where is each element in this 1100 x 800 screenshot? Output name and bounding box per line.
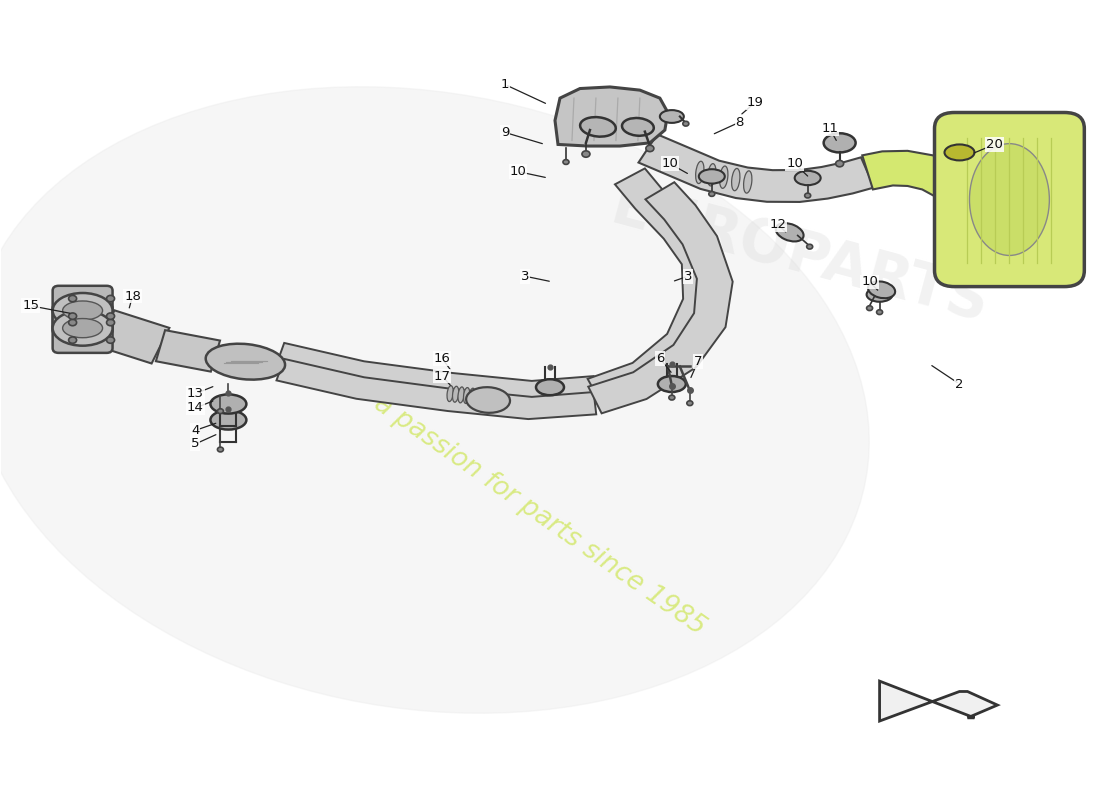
Circle shape	[646, 146, 653, 152]
Text: a passion for parts since 1985: a passion for parts since 1985	[370, 391, 711, 641]
Ellipse shape	[466, 387, 510, 413]
Ellipse shape	[452, 386, 459, 402]
Polygon shape	[588, 182, 733, 414]
Text: 3: 3	[683, 270, 692, 282]
Text: 5: 5	[191, 438, 200, 450]
Circle shape	[686, 401, 693, 406]
Polygon shape	[880, 681, 998, 721]
Circle shape	[582, 151, 590, 158]
Text: 15: 15	[22, 299, 40, 312]
Ellipse shape	[794, 170, 821, 185]
Circle shape	[683, 122, 689, 126]
Ellipse shape	[698, 170, 725, 183]
Text: 10: 10	[661, 157, 679, 170]
FancyBboxPatch shape	[935, 113, 1085, 286]
Ellipse shape	[945, 145, 975, 161]
Text: 11: 11	[821, 122, 838, 135]
Ellipse shape	[969, 144, 1049, 255]
Circle shape	[68, 319, 77, 326]
PathPatch shape	[556, 87, 668, 146]
Polygon shape	[276, 343, 596, 403]
Circle shape	[107, 319, 114, 326]
Text: 19: 19	[746, 97, 763, 110]
Circle shape	[563, 160, 569, 165]
Text: 10: 10	[509, 165, 527, 178]
Text: 18: 18	[124, 290, 141, 302]
Circle shape	[218, 409, 223, 414]
Ellipse shape	[210, 394, 246, 414]
Circle shape	[836, 161, 844, 167]
Ellipse shape	[658, 376, 685, 392]
Ellipse shape	[536, 379, 564, 395]
Circle shape	[107, 295, 114, 302]
Polygon shape	[156, 330, 220, 372]
FancyBboxPatch shape	[53, 303, 112, 353]
Ellipse shape	[447, 386, 453, 402]
Text: 12: 12	[769, 218, 786, 231]
Circle shape	[218, 447, 223, 452]
Ellipse shape	[463, 387, 470, 403]
Ellipse shape	[707, 164, 716, 186]
Text: 16: 16	[433, 352, 451, 365]
Text: 14: 14	[187, 402, 204, 414]
Ellipse shape	[824, 134, 856, 153]
Polygon shape	[862, 151, 974, 203]
Ellipse shape	[458, 387, 464, 403]
Ellipse shape	[206, 344, 285, 380]
Circle shape	[877, 310, 882, 314]
Text: 2: 2	[955, 378, 964, 390]
Ellipse shape	[776, 223, 804, 242]
Text: 4: 4	[191, 424, 199, 437]
Circle shape	[708, 191, 715, 196]
Ellipse shape	[719, 166, 728, 188]
Circle shape	[867, 306, 872, 310]
Text: 10: 10	[861, 275, 878, 288]
Polygon shape	[587, 169, 718, 405]
Ellipse shape	[732, 169, 740, 190]
Text: 13: 13	[187, 387, 204, 400]
Polygon shape	[97, 310, 169, 363]
Ellipse shape	[744, 171, 752, 193]
Ellipse shape	[469, 388, 475, 404]
Ellipse shape	[660, 110, 684, 123]
Ellipse shape	[63, 301, 102, 320]
Text: 1: 1	[500, 78, 509, 91]
Text: 9: 9	[500, 126, 509, 139]
Ellipse shape	[474, 389, 481, 405]
Text: 7: 7	[694, 355, 702, 368]
Text: 20: 20	[986, 138, 1003, 151]
Ellipse shape	[63, 318, 102, 338]
Text: 8: 8	[736, 115, 744, 129]
Circle shape	[805, 193, 811, 198]
Circle shape	[107, 337, 114, 343]
Ellipse shape	[621, 118, 653, 136]
Text: 3: 3	[520, 270, 529, 282]
Ellipse shape	[868, 282, 895, 298]
Ellipse shape	[580, 117, 616, 137]
Polygon shape	[638, 134, 875, 202]
Circle shape	[806, 244, 813, 249]
Text: 17: 17	[433, 370, 451, 382]
Ellipse shape	[695, 162, 704, 183]
Ellipse shape	[210, 410, 246, 430]
Circle shape	[669, 395, 674, 400]
Ellipse shape	[53, 293, 112, 328]
Ellipse shape	[867, 287, 892, 302]
Text: EUROPARTS: EUROPARTS	[605, 178, 994, 334]
Text: 6: 6	[656, 352, 664, 365]
Circle shape	[68, 337, 77, 343]
Text: 10: 10	[786, 157, 803, 170]
Circle shape	[68, 295, 77, 302]
FancyBboxPatch shape	[53, 286, 112, 335]
Circle shape	[68, 313, 77, 319]
Ellipse shape	[0, 86, 869, 714]
Polygon shape	[276, 359, 596, 419]
Circle shape	[107, 313, 114, 319]
Ellipse shape	[53, 310, 112, 346]
